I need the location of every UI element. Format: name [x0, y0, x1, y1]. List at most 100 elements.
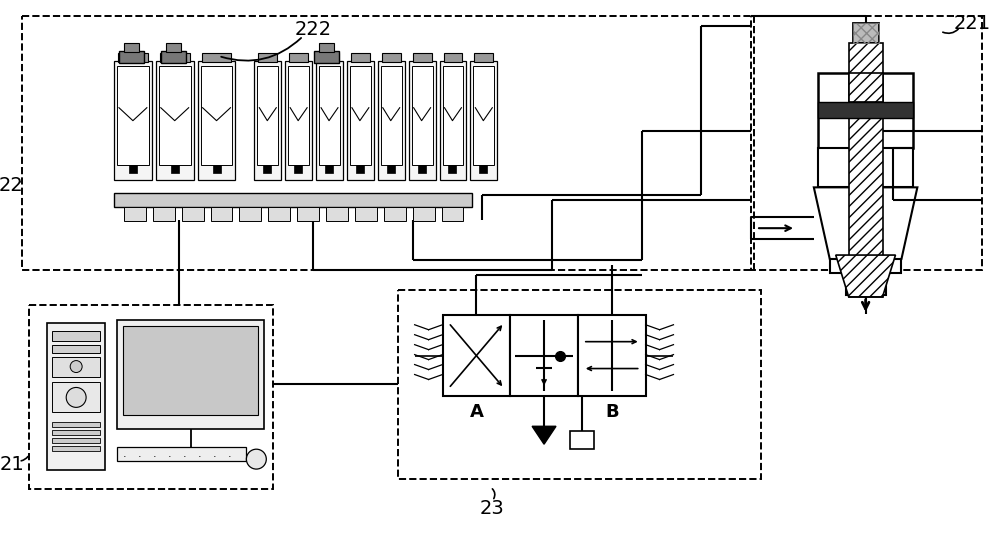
Bar: [29, 305, 273, 489]
Bar: [319, 43, 334, 52]
Bar: [52, 345, 100, 353]
Bar: [258, 53, 277, 62]
Bar: [52, 430, 100, 435]
Bar: [118, 53, 148, 62]
Bar: [294, 165, 302, 173]
Bar: [156, 61, 194, 180]
Bar: [297, 207, 319, 221]
Bar: [211, 207, 232, 221]
Bar: [818, 148, 913, 187]
Bar: [314, 51, 339, 63]
Bar: [171, 449, 211, 457]
Text: .: .: [123, 449, 127, 459]
Bar: [119, 51, 144, 63]
Bar: [355, 207, 377, 221]
Text: .: .: [198, 449, 201, 459]
Text: .: .: [213, 449, 216, 459]
Bar: [474, 53, 493, 62]
Bar: [268, 207, 290, 221]
Bar: [319, 66, 340, 165]
Bar: [159, 66, 191, 165]
Polygon shape: [836, 255, 895, 297]
Bar: [52, 331, 100, 341]
Bar: [160, 53, 190, 62]
Bar: [114, 193, 472, 207]
Bar: [398, 290, 761, 479]
Bar: [288, 66, 309, 165]
Bar: [257, 66, 278, 165]
Bar: [325, 165, 333, 173]
Bar: [751, 16, 982, 270]
Bar: [52, 383, 100, 412]
Bar: [412, 66, 433, 165]
Bar: [22, 16, 754, 270]
Bar: [166, 43, 181, 52]
Bar: [114, 61, 152, 180]
Bar: [479, 165, 487, 173]
Bar: [570, 431, 594, 449]
Bar: [510, 315, 578, 396]
Bar: [182, 207, 204, 221]
Bar: [382, 53, 401, 62]
Bar: [213, 165, 221, 173]
Bar: [254, 61, 281, 180]
Bar: [440, 61, 466, 180]
Bar: [830, 259, 901, 273]
Text: .: .: [228, 449, 231, 459]
Text: 22: 22: [0, 176, 24, 195]
Bar: [347, 61, 374, 180]
Bar: [849, 118, 883, 297]
FancyArrowPatch shape: [492, 489, 495, 499]
FancyArrowPatch shape: [21, 456, 28, 461]
Bar: [171, 165, 179, 173]
Bar: [444, 53, 462, 62]
Bar: [443, 66, 463, 165]
Bar: [52, 422, 100, 427]
Bar: [316, 61, 343, 180]
Polygon shape: [532, 426, 556, 444]
FancyArrowPatch shape: [943, 29, 958, 33]
Text: A: A: [469, 403, 483, 422]
Bar: [387, 165, 395, 173]
Bar: [320, 53, 339, 62]
Bar: [351, 53, 370, 62]
Text: 21: 21: [0, 455, 25, 473]
Bar: [853, 23, 879, 43]
Bar: [818, 102, 913, 118]
Bar: [413, 207, 435, 221]
Polygon shape: [814, 187, 917, 259]
Circle shape: [66, 387, 86, 407]
Circle shape: [70, 361, 82, 372]
Circle shape: [246, 449, 266, 469]
Bar: [153, 207, 175, 221]
Bar: [123, 326, 258, 415]
Bar: [161, 51, 186, 63]
Bar: [52, 446, 100, 451]
Text: .: .: [153, 449, 157, 459]
Bar: [289, 53, 308, 62]
Bar: [356, 165, 364, 173]
Bar: [409, 61, 436, 180]
Text: 23: 23: [480, 499, 505, 518]
Bar: [124, 43, 139, 52]
Bar: [578, 315, 646, 396]
Text: .: .: [138, 449, 142, 459]
Bar: [418, 165, 426, 173]
Text: 221: 221: [954, 13, 991, 33]
Bar: [442, 207, 463, 221]
Bar: [473, 66, 494, 165]
Bar: [202, 53, 231, 62]
Bar: [52, 357, 100, 377]
Bar: [853, 23, 879, 43]
Bar: [117, 320, 264, 429]
FancyArrowPatch shape: [221, 38, 301, 60]
Text: .: .: [183, 449, 186, 459]
Bar: [47, 323, 105, 470]
Bar: [818, 73, 913, 148]
Text: 222: 222: [295, 20, 332, 39]
Bar: [124, 207, 146, 221]
Text: .: .: [168, 449, 172, 459]
Bar: [378, 61, 405, 180]
Bar: [52, 438, 100, 443]
Bar: [350, 66, 371, 165]
